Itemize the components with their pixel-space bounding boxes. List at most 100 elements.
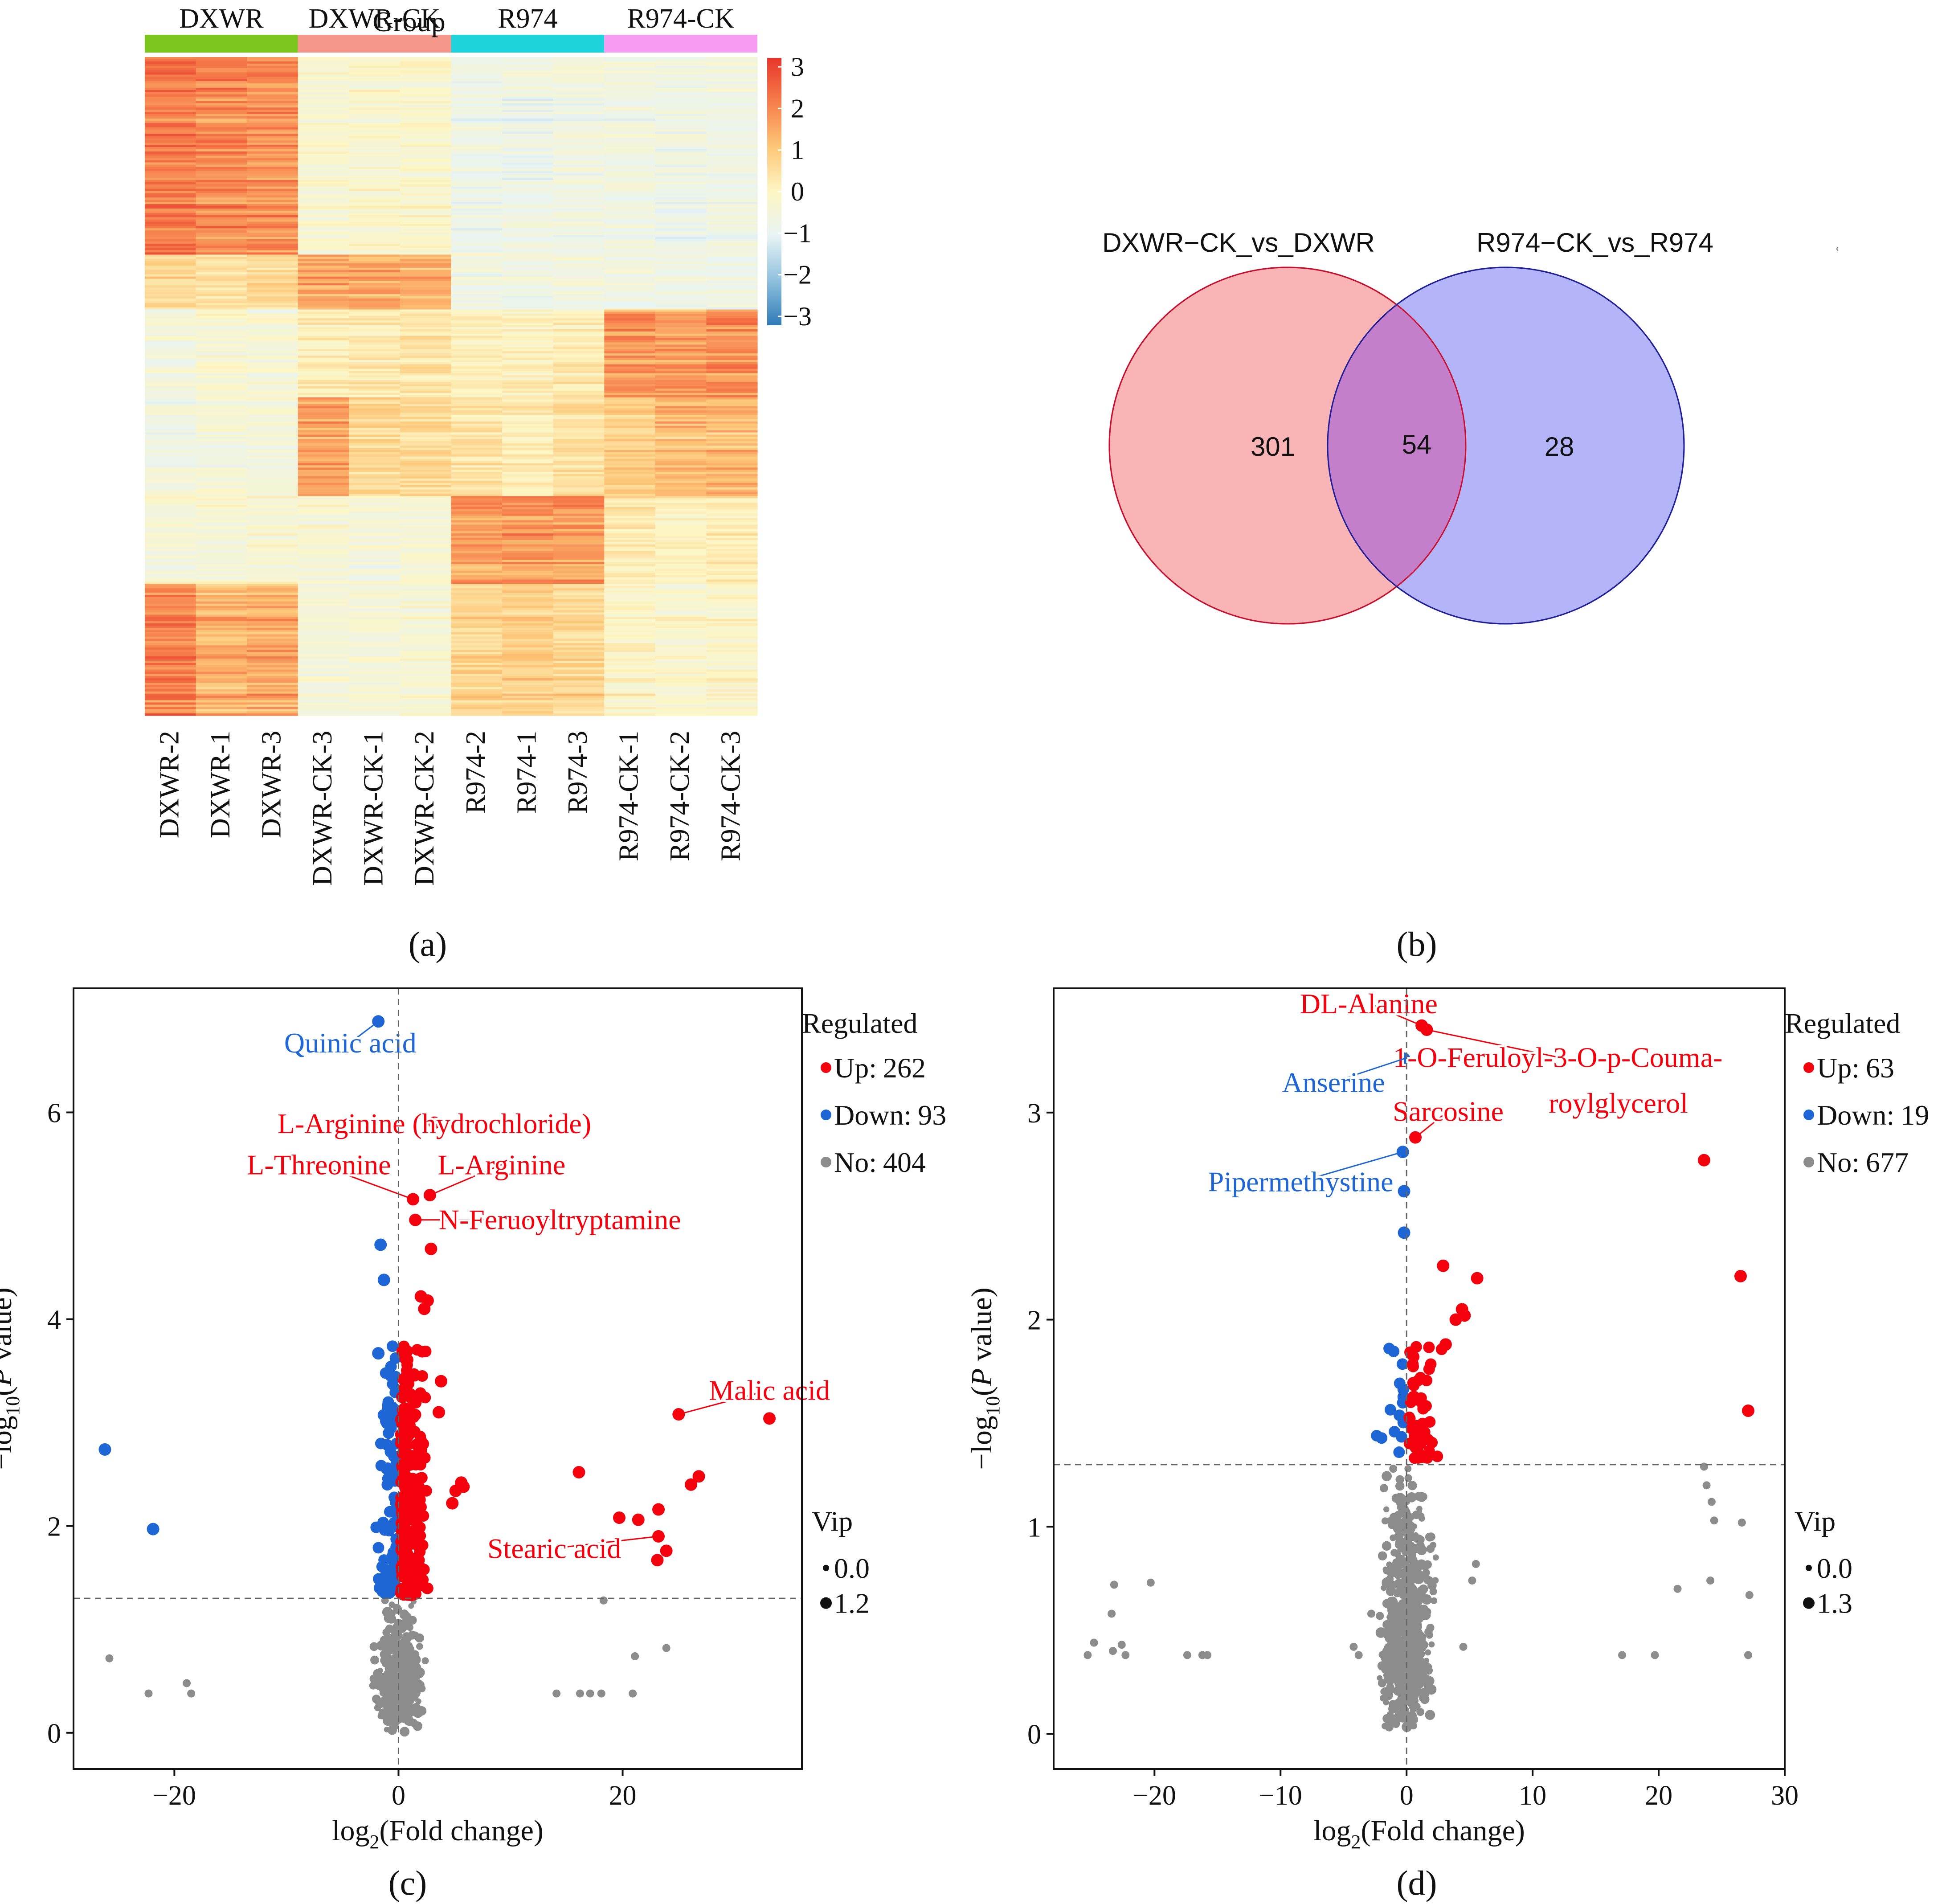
heatmap-cell	[451, 252, 503, 255]
heatmap-cell	[604, 177, 656, 180]
heatmap-cell	[247, 434, 298, 437]
heatmap-cell	[604, 169, 656, 172]
heatmap-cell	[349, 303, 401, 306]
heatmap-cell	[247, 219, 298, 222]
heatmap-cell	[145, 182, 196, 185]
heatmap-cell	[247, 474, 298, 477]
heatmap-cell	[655, 160, 707, 163]
heatmap-cell	[400, 413, 452, 415]
heatmap-cell	[247, 641, 298, 644]
heatmap-cell	[145, 700, 196, 703]
heatmap-cell	[196, 704, 247, 707]
heatmap-cell	[145, 300, 196, 303]
heatmap-cell	[706, 195, 758, 198]
heatmap-cell	[145, 627, 196, 631]
heatmap-cell	[604, 180, 656, 183]
heatmap-cell	[196, 654, 247, 657]
heatmap-cell	[400, 303, 452, 306]
heatmap-cell	[604, 537, 656, 540]
heatmap-cell	[196, 459, 247, 462]
legend-vip-entry: 1.2	[834, 1588, 870, 1619]
heatmap-cell	[349, 287, 401, 290]
heatmap-cell	[196, 210, 247, 213]
heatmap-cell	[451, 388, 503, 391]
heatmap-cell	[604, 672, 656, 674]
heatmap-cell	[145, 72, 196, 75]
heatmap-cell	[451, 191, 503, 194]
colorbar-tick-label: −3	[783, 302, 812, 331]
heatmap-cell	[298, 86, 349, 88]
heatmap-cell	[502, 518, 554, 521]
heatmap-cell	[349, 129, 401, 132]
heatmap-cell	[298, 353, 349, 356]
heatmap-cell	[400, 544, 452, 547]
heatmap-cell	[196, 266, 247, 268]
heatmap-cell	[553, 237, 605, 240]
heatmap-cell	[502, 454, 554, 457]
heatmap-cell	[451, 665, 503, 668]
heatmap-cell	[604, 68, 656, 71]
heatmap-cell	[196, 294, 247, 297]
heatmap-cell	[349, 182, 401, 185]
heatmap-cell	[298, 87, 349, 90]
heatmap-panel: DXWR DXWR-CK R974 R974-CK DXWR-2 DXWR-1 DXWR-…	[145, 4, 812, 963]
heatmap-cell	[451, 606, 503, 609]
heatmap-cell	[553, 696, 605, 699]
heatmap-cell	[655, 702, 707, 705]
heatmap-cell	[502, 470, 554, 472]
heatmap-cell	[298, 472, 349, 475]
heatmap-cell	[655, 314, 707, 316]
heatmap-cell	[400, 489, 452, 492]
heatmap-cell	[706, 652, 758, 655]
heatmap-cell	[400, 441, 452, 444]
heatmap-cell	[706, 399, 758, 402]
heatmap-cell	[349, 456, 401, 459]
heatmap-cell	[400, 77, 452, 79]
heatmap-cell	[196, 118, 247, 121]
heatmap-cell	[349, 217, 401, 220]
heatmap-cell	[706, 342, 758, 345]
heatmap-cell	[196, 406, 247, 409]
heatmap-cell	[196, 90, 247, 93]
point-not-significant	[662, 1644, 670, 1652]
heatmap-cell	[298, 200, 349, 202]
heatmap-cell	[145, 79, 196, 82]
heatmap-cell	[145, 151, 196, 154]
heatmap-cell	[196, 147, 247, 150]
heatmap-cell	[655, 351, 707, 354]
heatmap-cell	[655, 156, 707, 159]
heatmap-cell	[451, 140, 503, 143]
heatmap-cell	[706, 603, 758, 606]
heatmap-cell	[451, 520, 503, 523]
heatmap-cell	[451, 331, 503, 334]
heatmap-cell	[553, 373, 605, 376]
heatmap-cell	[451, 627, 503, 631]
heatmap-cell	[247, 261, 298, 264]
heatmap-cell	[451, 81, 503, 84]
heatmap-cell	[604, 149, 656, 152]
heatmap-cell	[451, 241, 503, 244]
heatmap-cell	[451, 68, 503, 71]
heatmap-cell	[553, 327, 605, 330]
heatmap-cell	[247, 239, 298, 242]
heatmap-cell	[247, 228, 298, 231]
heatmap-cell	[247, 676, 298, 679]
heatmap-cell	[196, 608, 247, 611]
heatmap-cell	[349, 450, 401, 453]
heatmap-cell	[655, 627, 707, 631]
point-not-significant	[1407, 1481, 1417, 1490]
heatmap-cell	[400, 191, 452, 194]
heatmap-cell	[451, 406, 503, 409]
heatmap-cell	[502, 153, 554, 156]
heatmap-cell	[349, 663, 401, 666]
heatmap-cell	[706, 125, 758, 128]
heatmap-cell	[553, 375, 605, 378]
heatmap-cell	[553, 263, 605, 266]
heatmap-cell	[298, 711, 349, 714]
heatmap-cell	[145, 542, 196, 545]
heatmap-cell	[349, 375, 401, 378]
heatmap-cell	[706, 259, 758, 262]
heatmap-cell	[451, 134, 503, 136]
heatmap-cell	[604, 524, 656, 527]
